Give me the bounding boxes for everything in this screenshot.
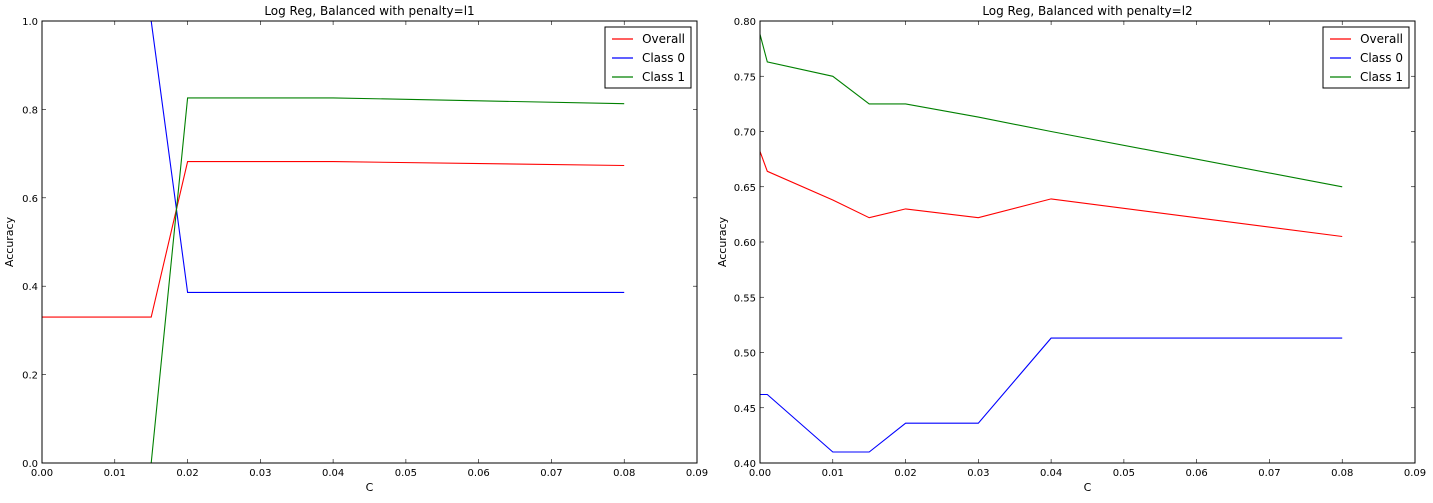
plot-title: Log Reg, Balanced with penalty=l1	[264, 4, 474, 18]
axes-frame	[41, 20, 698, 464]
y-tick-label: 0.0	[22, 459, 38, 470]
x-tick-label: 0.05	[395, 468, 417, 479]
x-tick-label: 0.00	[749, 468, 771, 479]
x-tick-label: 0.00	[31, 468, 53, 479]
series-line-class-0	[42, 20, 625, 293]
legend-label: Class 1	[642, 70, 685, 84]
y-tick-label: 0.70	[734, 128, 756, 139]
x-tick-label: 0.04	[1040, 468, 1062, 479]
x-axis-label: C	[366, 481, 374, 494]
axis-ticks: 0.00 0.01 0.02 0.03 0.04 0.05 0.06 0.07 0.08 0.09…	[734, 17, 1426, 479]
y-tick-label: 0.60	[734, 238, 756, 249]
y-tick-label: 0.2	[22, 371, 38, 382]
data-lines	[760, 34, 1343, 453]
legend-label: Overall	[642, 32, 685, 46]
y-tick-label: 0.4	[22, 282, 38, 293]
x-tick-label: 0.03	[967, 468, 989, 479]
y-tick-label: 0.50	[734, 349, 756, 360]
y-tick-label: 0.75	[734, 72, 756, 83]
series-line-overall	[760, 151, 1343, 238]
y-tick-label: 0.80	[734, 17, 756, 28]
legend: Overall Class 0 Class 1	[1322, 26, 1410, 89]
axes-frame	[759, 20, 1416, 464]
y-tick-label: 0.65	[734, 183, 756, 194]
x-tick-label: 0.01	[822, 468, 844, 479]
x-tick-label: 0.07	[540, 468, 562, 479]
x-tick-label: 0.06	[468, 468, 490, 479]
subplot-l2-penalty: Log Reg, Balanced with penalty=l2 C Accu…	[716, 4, 1426, 494]
legend-label: Class 1	[1360, 70, 1403, 84]
x-tick-label: 0.05	[1113, 468, 1135, 479]
series-line-overall	[42, 161, 625, 318]
x-tick-label: 0.09	[686, 468, 708, 479]
x-tick-label: 0.02	[894, 468, 916, 479]
y-tick-label: 0.55	[734, 293, 756, 304]
x-tick-label: 0.08	[613, 468, 635, 479]
plot-title: Log Reg, Balanced with penalty=l2	[982, 4, 1192, 18]
x-axis-label: C	[1084, 481, 1092, 494]
y-axis-label: Accuracy	[716, 216, 729, 267]
data-lines	[42, 20, 625, 464]
legend: Overall Class 0 Class 1	[604, 26, 692, 89]
legend-label: Overall	[1360, 32, 1403, 46]
legend-label: Class 0	[1360, 51, 1403, 65]
x-tick-label: 0.07	[1258, 468, 1280, 479]
subplot-l1-penalty: Log Reg, Balanced with penalty=l1 C Accu…	[3, 4, 708, 494]
y-tick-label: 0.8	[22, 105, 38, 116]
legend-label: Class 0	[642, 51, 685, 65]
x-tick-label: 0.03	[249, 468, 271, 479]
series-line-class-1	[760, 34, 1343, 188]
x-tick-label: 0.06	[1186, 468, 1208, 479]
x-tick-label: 0.09	[1404, 468, 1426, 479]
y-axis-label: Accuracy	[3, 216, 16, 267]
y-tick-label: 1.0	[22, 17, 38, 28]
y-tick-label: 0.45	[734, 404, 756, 415]
x-tick-label: 0.08	[1331, 468, 1353, 479]
series-line-class-1	[42, 97, 625, 464]
y-tick-label: 0.40	[734, 459, 756, 470]
x-tick-label: 0.04	[322, 468, 344, 479]
x-tick-label: 0.01	[104, 468, 126, 479]
series-line-class-0	[760, 337, 1343, 453]
y-tick-label: 0.6	[22, 194, 38, 205]
x-tick-label: 0.02	[176, 468, 198, 479]
